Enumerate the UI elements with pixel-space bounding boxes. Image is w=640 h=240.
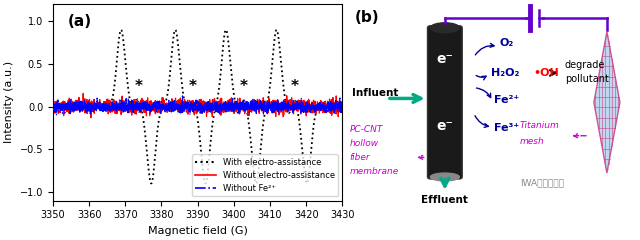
Text: Fe²⁺: Fe²⁺	[494, 95, 519, 105]
Text: *: *	[240, 79, 248, 94]
Text: *: *	[291, 79, 298, 94]
Text: fiber: fiber	[349, 153, 370, 162]
Ellipse shape	[430, 23, 460, 33]
Ellipse shape	[430, 173, 460, 181]
Polygon shape	[594, 32, 620, 173]
Text: Titanium: Titanium	[520, 121, 560, 130]
Text: *: *	[189, 79, 197, 94]
Text: Fe³⁺: Fe³⁺	[494, 123, 519, 133]
Text: (a): (a)	[67, 14, 92, 29]
Text: pollutant: pollutant	[565, 74, 609, 84]
Text: Effluent: Effluent	[421, 195, 468, 205]
X-axis label: Magnetic field (G): Magnetic field (G)	[148, 226, 248, 236]
Text: PC-CNT: PC-CNT	[349, 125, 383, 134]
Text: hollow: hollow	[349, 139, 378, 148]
Text: IWA国际水协会: IWA国际水协会	[520, 178, 564, 187]
Text: membrane: membrane	[349, 167, 399, 176]
Text: e⁻: e⁻	[436, 52, 453, 66]
Text: •OH: •OH	[533, 68, 559, 78]
Y-axis label: Intensity (a.u.): Intensity (a.u.)	[4, 61, 14, 144]
Text: e⁻: e⁻	[436, 119, 453, 133]
Text: degrade: degrade	[565, 60, 605, 70]
Text: H₂O₂: H₂O₂	[491, 68, 520, 78]
Legend: With electro-assistance, Without electro-assistance, Without Fe²⁺: With electro-assistance, Without electro…	[192, 154, 338, 196]
Text: (b): (b)	[355, 10, 380, 25]
Text: Influent: Influent	[352, 88, 399, 97]
FancyBboxPatch shape	[428, 26, 462, 179]
Text: *: *	[135, 79, 143, 94]
Text: O₂: O₂	[500, 38, 514, 48]
Text: mesh: mesh	[520, 137, 545, 146]
